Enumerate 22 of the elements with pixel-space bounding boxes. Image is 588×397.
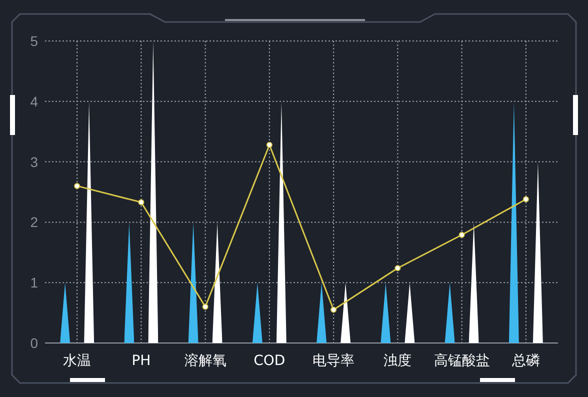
point [458, 232, 465, 238]
point [202, 304, 208, 310]
y-tick-label: 1 [30, 274, 38, 291]
point [522, 196, 529, 202]
x-tick-label: 溶解氧 [184, 353, 226, 369]
point [330, 306, 337, 313]
x-tick-label: COD [254, 353, 286, 369]
point [138, 199, 144, 206]
y-tick-label: 3 [30, 154, 38, 170]
point [394, 265, 401, 272]
point [266, 142, 272, 148]
x-tick-label: 水温 [63, 353, 92, 369]
point [74, 182, 80, 189]
x-tick-label: 高锰酸盐 [434, 353, 490, 369]
x-tick-label: 电导率 [312, 353, 355, 369]
x-tick-label: 总磷 [510, 353, 540, 369]
y-tick-label: 4 [30, 93, 38, 110]
x-tick-label: PH [132, 353, 151, 369]
y-tick-label: 5 [30, 33, 38, 49]
y-tick-label: 2 [30, 214, 38, 230]
y-tick-label: 0 [30, 335, 38, 351]
x-tick-label: 浊度 [384, 353, 412, 369]
